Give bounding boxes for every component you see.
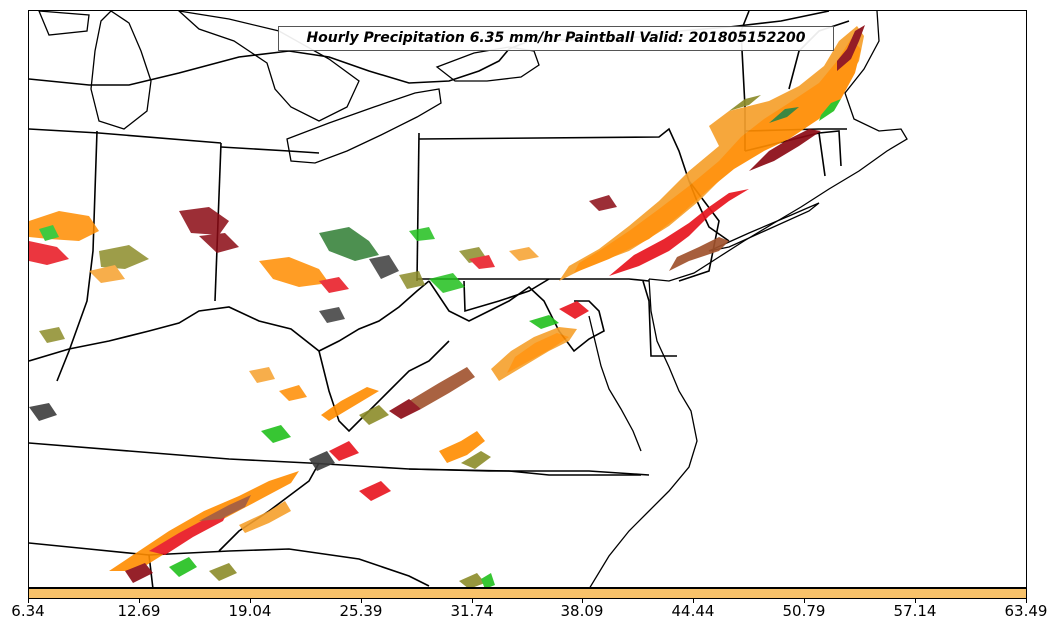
lake-michigan [90, 11, 152, 130]
precip-southern-band [29, 403, 495, 587]
precip-northeast-band [559, 25, 865, 281]
colorbar-tick-label: 63.49 [1004, 602, 1048, 620]
colorbar [28, 588, 1027, 599]
colorbar-tick-label: 38.09 [560, 602, 604, 620]
tn-south [29, 542, 230, 556]
colorbar-tick [582, 599, 583, 603]
colorbar-tick-label: 44.44 [671, 602, 715, 620]
colorbar-tick [804, 599, 805, 603]
lake-erie [286, 88, 442, 164]
colorbar-tick [472, 599, 473, 603]
wv-east [463, 278, 550, 313]
lake-ontario [435, 46, 540, 82]
lake-michigan-north [38, 11, 90, 36]
colorbar-tick [693, 599, 694, 603]
precip-midwest [29, 195, 617, 401]
long-island [708, 202, 820, 252]
delaware [642, 280, 677, 357]
colorbar-tick [28, 599, 29, 603]
map-panel: Hourly Precipitation 6.35 mm/hr Paintbal… [28, 10, 1027, 588]
atlantic-coast [648, 11, 908, 282]
wv-va [428, 280, 605, 353]
colorbar-tick [139, 599, 140, 603]
colorbar-tick-label: 19.04 [228, 602, 272, 620]
colorbar-tick-label: 50.79 [782, 602, 826, 620]
ohio-river-in-ky [29, 280, 430, 362]
map-title: Hourly Precipitation 6.35 mm/hr Paintbal… [278, 26, 834, 51]
colorbar-tick [1026, 599, 1027, 603]
michigan-ohio [220, 146, 320, 154]
pa-south [417, 278, 650, 282]
colorbar-tick-label: 31.74 [450, 602, 494, 620]
colorbar-tick [361, 599, 362, 603]
colorbar-tick-label: 6.34 [11, 602, 45, 620]
colorbar-tick-label: 25.39 [339, 602, 383, 620]
wi-il-mi-line [29, 128, 222, 144]
chesapeake-bay [588, 315, 642, 452]
colorbar-tick-label: 57.14 [893, 602, 937, 620]
colorbar-tick [250, 599, 251, 603]
ky-tn [29, 442, 641, 476]
rhode-island [818, 130, 842, 167]
illinois-indiana [56, 130, 98, 382]
colorbar-tick [915, 599, 916, 603]
precip-virginia-band [261, 301, 589, 471]
nc-sc [228, 548, 430, 587]
pa-ny [418, 127, 730, 242]
precipitation-map [29, 11, 908, 587]
ohio-pennsylvania [416, 132, 420, 282]
colorbar-tick-label: 12.69 [117, 602, 161, 620]
chesapeake-coast [589, 278, 698, 587]
nc-va [408, 468, 650, 476]
